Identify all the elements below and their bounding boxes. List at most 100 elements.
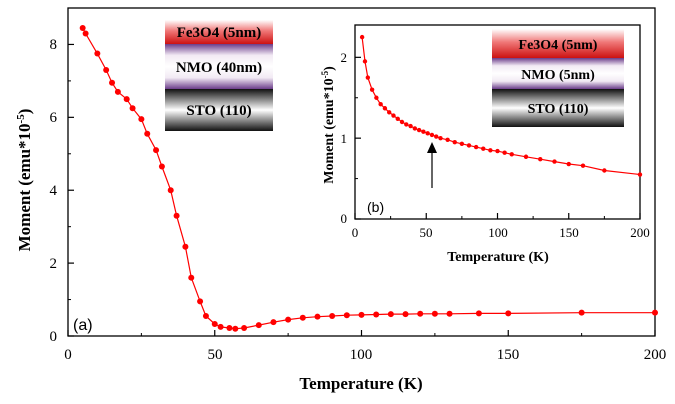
inset-data-point [552,159,557,164]
inset-data-point [466,143,472,148]
main-data-point [241,324,248,331]
main-y-tick-4: 4 [50,183,58,199]
main-y-tick-0: 0 [50,329,58,345]
main-data-point [578,309,585,316]
main-series [79,25,658,332]
main-y-tick-2: 2 [50,256,58,272]
main-data-point [475,310,482,317]
main-layer-fe3o4-label: Fe3O4 (5nm) [177,25,262,41]
main-data-point [197,298,204,305]
inset-data-point [425,131,430,136]
inset-data-point [412,126,418,131]
inset-data-point [538,156,543,162]
inset-x-tick-200: 200 [630,225,650,240]
main-data-point [446,310,453,317]
main-data-point [114,88,121,95]
main-ticks [67,43,656,337]
main-layer-sto-label: STO (110) [186,103,251,119]
main-data-point [129,105,136,112]
main-data-point [202,312,209,319]
main-x-tick-200: 200 [644,347,667,363]
inset-x-tick-50: 50 [420,225,433,240]
inset-data-point [566,161,571,167]
main-layer-nmo [165,44,273,89]
main-data-point [158,163,165,170]
main-data-point [417,310,424,317]
inset-data-point [445,137,450,142]
inset-data-point [404,122,409,127]
main-x-tick-0: 0 [64,347,72,363]
inset-data-point [580,163,586,168]
main-x-axis-title: Temperature (K) [299,374,422,393]
main-layer-stack: Fe3O4 (5nm) NMO (40nm) STO (110) [165,20,273,131]
inset-data-point [421,129,426,134]
inset-data-point [434,134,439,139]
inset-data-point [399,119,405,125]
inset-layer-sto-label: STO (110) [528,102,589,117]
inset-data-point [481,146,486,151]
main-data-point [232,325,239,332]
main-layer-sto [165,89,273,131]
inset-layer-nmo-label: NMO (5nm) [521,68,595,83]
main-x-tick-100: 100 [350,347,373,363]
main-data-point [255,322,262,329]
inset-data-point [438,135,443,141]
inset-data-point [408,123,413,129]
main-data-point [505,310,512,317]
inset-layer-nmo [492,58,624,89]
inset-data-point [387,110,392,115]
main-y-axis-title: Moment (emu*10-5) [15,109,34,252]
main-data-point [358,311,365,318]
inset-data-point [523,154,529,159]
main-data-point [270,319,277,326]
main-data-point [167,187,174,194]
inset-arrow-head [427,142,437,153]
inset-data-point [459,141,465,147]
inset-y-tick-0: 0 [341,211,348,226]
inset-panel: 0 50 100 150 200 0 1 2 Temperature (K) M… [316,14,653,268]
inset-data-point [395,116,400,121]
inset-x-tick-100: 100 [488,225,508,240]
main-data-point [173,212,180,219]
main-data-point [226,324,233,331]
main-data-point [217,323,224,330]
inset-x-tick-150: 150 [559,225,579,240]
inset-data-point [382,106,388,111]
inset-layer-fe3o4-label: Fe3O4 (5nm) [519,38,598,53]
inset-data-point [502,150,507,155]
main-data-point [79,25,86,32]
inset-x-tick-0: 0 [352,225,359,240]
inset-ticks [354,56,641,220]
main-x-tick-150: 150 [497,347,520,363]
inset-layer-fe3o4 [492,29,624,58]
inset-data-point [416,127,422,133]
main-y-tick-6: 6 [50,110,58,126]
main-data-point [329,312,336,319]
main-layer-fe3o4 [165,20,273,44]
main-data-point [402,311,409,318]
inset-x-axis-title: Temperature (K) [447,250,549,265]
main-data-point [94,50,101,57]
main-data-point [431,310,438,317]
inset-data-point [452,140,457,145]
inset-data-point [391,113,396,118]
main-data-point [299,314,306,321]
inset-data-point [429,132,435,138]
inset-data-point [378,102,383,107]
inset-layer-stack: Fe3O4 (5nm) NMO (5nm) STO (110) [492,29,624,127]
main-x-tick-50: 50 [208,347,223,363]
main-data-point [138,116,145,123]
inset-data-point [509,152,514,157]
main-y-tick-8: 8 [50,37,58,53]
inset-data-point [637,172,643,177]
main-data-point [652,309,658,316]
main-data-point [343,312,350,319]
main-data-point [153,147,160,154]
inset-layer-sto [492,89,624,127]
main-data-point [373,311,380,318]
inset-panel-label: (b) [367,199,384,215]
inset-data-point [374,95,379,100]
main-panel: 0 50 100 150 200 0 2 4 6 8 Temperature (… [15,7,667,393]
main-data-point [314,313,321,320]
